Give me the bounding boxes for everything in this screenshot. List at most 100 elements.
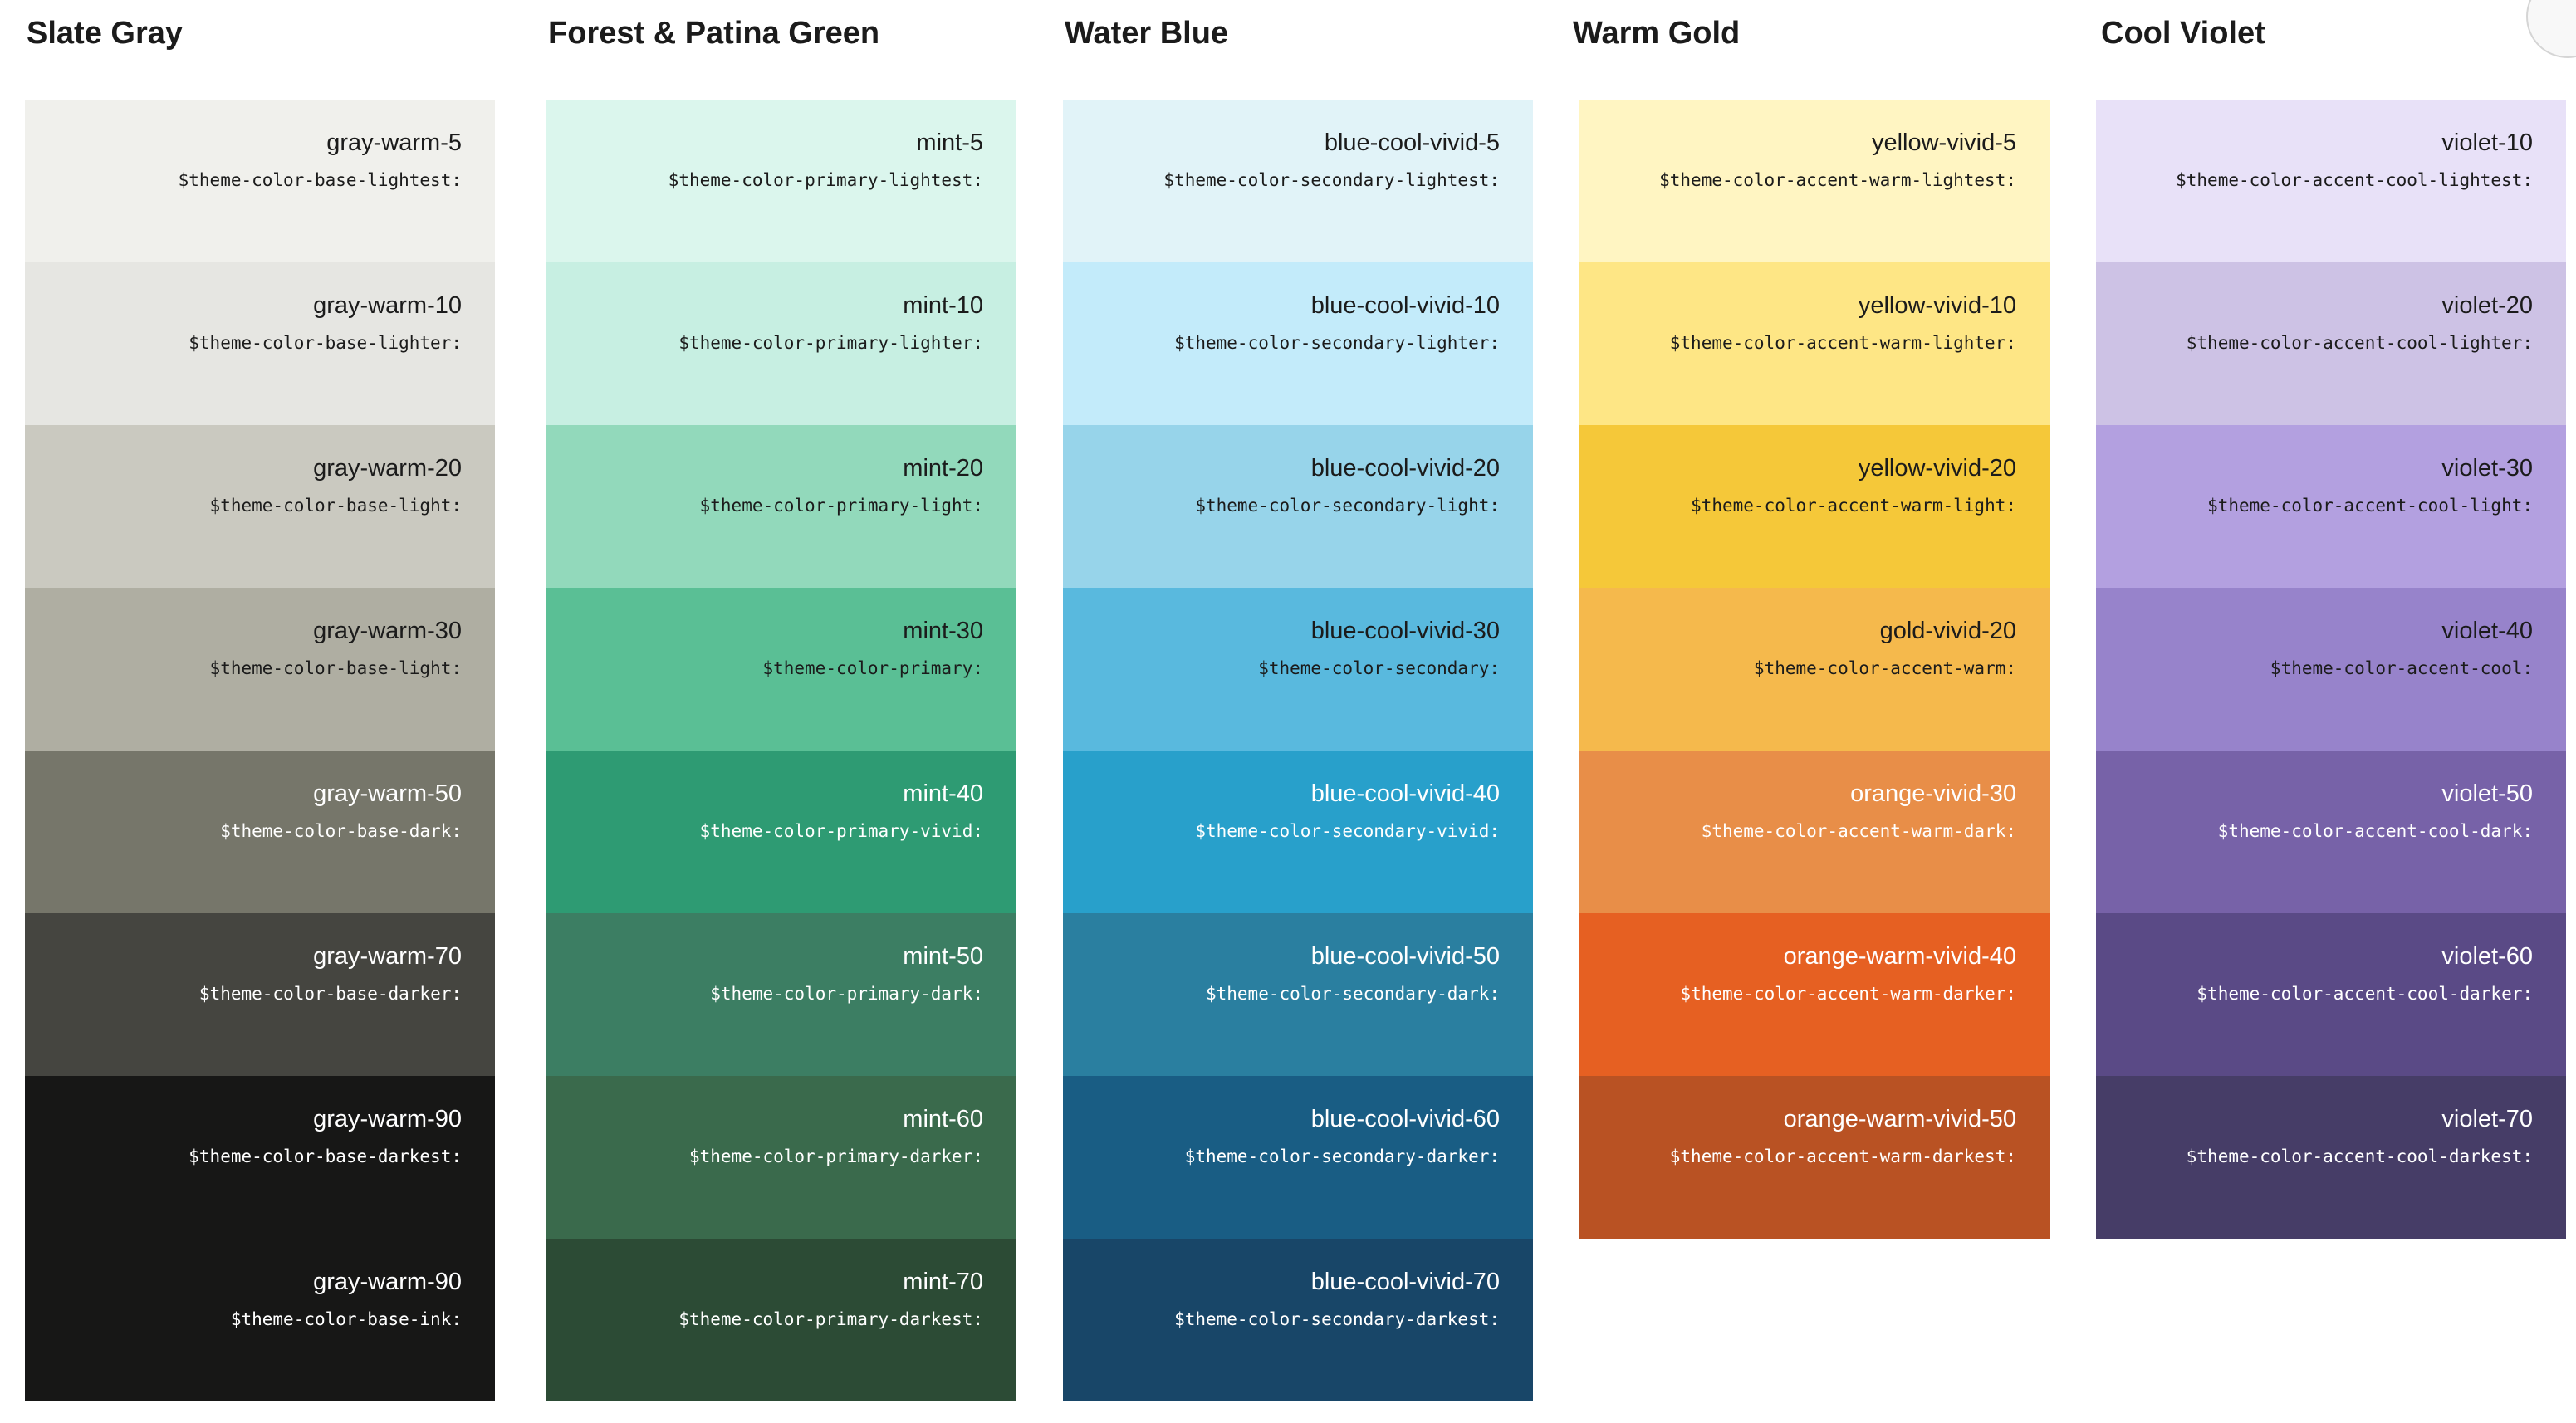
color-swatch: mint-30 $theme-color-primary: [546,588,1016,751]
swatch-list: violet-10 $theme-color-accent-cool-lighte… [2096,100,2566,1239]
swatch-theme-token: $theme-color-base-light: [209,496,462,516]
color-swatch: blue-cool-vivid-50 $theme-color-secondary… [1063,913,1533,1076]
swatch-theme-token: $theme-color-base-darker: [198,984,462,1004]
color-swatch: gold-vivid-20 $theme-color-accent-warm: [1579,588,2050,751]
swatch-list: blue-cool-vivid-5 $theme-color-secondary-… [1063,100,1533,1401]
color-swatch: orange-vivid-30 $theme-color-accent-warm-… [1579,751,2050,913]
palette-title: Forest & Patina Green [548,16,880,51]
swatch-color-name: orange-warm-vivid-50 [1783,1106,2016,1132]
swatch-theme-token: $theme-color-secondary-darker: [1184,1147,1500,1166]
swatch-theme-token: $theme-color-base-dark: [220,821,462,841]
swatch-color-name: gray-warm-10 [313,292,462,319]
swatch-color-name: blue-cool-vivid-10 [1310,292,1500,319]
swatch-color-name: gray-warm-50 [313,780,462,807]
swatch-color-name: mint-5 [916,130,983,156]
swatch-theme-token: $theme-color-accent-cool-lightest: [2176,170,2533,190]
color-swatch: violet-20 $theme-color-accent-cool-lighte… [2096,262,2566,425]
swatch-color-name: mint-20 [903,455,983,482]
swatch-color-name: violet-30 [2441,455,2533,482]
color-swatch: gray-warm-20 $theme-color-base-light: [25,425,495,588]
swatch-color-name: mint-10 [903,292,983,319]
swatch-color-name: mint-60 [903,1106,983,1132]
swatch-theme-token: $theme-color-secondary-light: [1195,496,1500,516]
swatch-theme-token: $theme-color-primary-vivid: [699,821,983,841]
swatch-theme-token: $theme-color-accent-cool-dark: [2217,821,2533,841]
swatch-theme-token: $theme-color-base-lighter: [189,333,462,353]
swatch-color-name: violet-50 [2441,780,2533,807]
swatch-color-name: blue-cool-vivid-20 [1310,455,1500,482]
swatch-theme-token: $theme-color-secondary-lightest: [1163,170,1500,190]
palette-title: Cool Violet [2101,16,2265,51]
color-swatch: yellow-vivid-10 $theme-color-accent-warm-… [1579,262,2050,425]
color-swatch: gray-warm-10 $theme-color-base-lighter: [25,262,495,425]
color-swatch: mint-10 $theme-color-primary-lighter: [546,262,1016,425]
swatch-color-name: gray-warm-20 [313,455,462,482]
color-swatch: mint-60 $theme-color-primary-darker: [546,1076,1016,1239]
color-swatch: orange-warm-vivid-40 $theme-color-accent-… [1579,913,2050,1076]
swatch-color-name: gold-vivid-20 [1879,618,2016,644]
swatch-list: yellow-vivid-5 $theme-color-accent-warm-l… [1579,100,2050,1239]
color-swatch: mint-40 $theme-color-primary-vivid: [546,751,1016,913]
color-swatch: violet-70 $theme-color-accent-cool-darkes… [2096,1076,2566,1239]
color-swatch: blue-cool-vivid-40 $theme-color-secondary… [1063,751,1533,913]
swatch-theme-token: $theme-color-base-light: [209,658,462,678]
swatch-theme-token: $theme-color-primary-lighter: [678,333,983,353]
color-swatch: gray-warm-30 $theme-color-base-light: [25,588,495,751]
swatch-color-name: gray-warm-90 [313,1269,462,1295]
swatch-theme-token: $theme-color-accent-cool-lighter: [2186,333,2533,353]
swatch-theme-token: $theme-color-accent-warm-darkest: [1669,1147,2016,1166]
swatch-color-name: violet-60 [2441,943,2533,970]
swatch-theme-token: $theme-color-accent-warm-lighter: [1669,333,2016,353]
swatch-theme-token: $theme-color-accent-warm-light: [1691,496,2016,516]
color-swatch: violet-10 $theme-color-accent-cool-lighte… [2096,100,2566,262]
swatch-theme-token: $theme-color-secondary-lighter: [1174,333,1500,353]
color-swatch: gray-warm-90 $theme-color-base-darkest: [25,1076,495,1239]
palette-title: Water Blue [1065,16,1229,51]
swatch-theme-token: $theme-color-accent-warm-dark: [1701,821,2016,841]
color-swatch: mint-5 $theme-color-primary-lightest: [546,100,1016,262]
swatch-color-name: violet-40 [2441,618,2533,644]
swatch-theme-token: $theme-color-primary-darkest: [678,1309,983,1329]
swatch-theme-token: $theme-color-accent-cool-light: [2207,496,2533,516]
color-swatch: orange-warm-vivid-50 $theme-color-accent-… [1579,1076,2050,1239]
color-swatch: blue-cool-vivid-70 $theme-color-secondary… [1063,1239,1533,1401]
swatch-theme-token: $theme-color-accent-cool-darkest: [2186,1147,2533,1166]
window-corner-shape [2526,0,2576,58]
color-swatch: blue-cool-vivid-30 $theme-color-secondary… [1063,588,1533,751]
color-swatch: violet-30 $theme-color-accent-cool-light: [2096,425,2566,588]
swatch-theme-token: $theme-color-accent-warm-darker: [1680,984,2016,1004]
swatch-color-name: mint-30 [903,618,983,644]
swatch-color-name: blue-cool-vivid-70 [1310,1269,1500,1295]
swatch-theme-token: $theme-color-primary: [762,658,983,678]
swatch-color-name: orange-warm-vivid-40 [1783,943,2016,970]
color-swatch: blue-cool-vivid-10 $theme-color-secondary… [1063,262,1533,425]
swatch-theme-token: $theme-color-accent-cool-darker: [2196,984,2533,1004]
swatch-theme-token: $theme-color-secondary-vivid: [1195,821,1500,841]
swatch-color-name: gray-warm-90 [313,1106,462,1132]
color-swatch: violet-40 $theme-color-accent-cool: [2096,588,2566,751]
swatch-color-name: blue-cool-vivid-5 [1324,130,1500,156]
swatch-color-name: orange-vivid-30 [1850,780,2016,807]
color-swatch: blue-cool-vivid-60 $theme-color-secondary… [1063,1076,1533,1239]
palette-title: Slate Gray [27,16,183,51]
swatch-color-name: violet-70 [2441,1106,2533,1132]
swatch-color-name: yellow-vivid-20 [1858,455,2016,482]
swatch-color-name: yellow-vivid-5 [1871,130,2016,156]
swatch-theme-token: $theme-color-primary-lightest: [668,170,983,190]
swatch-color-name: mint-40 [903,780,983,807]
swatch-color-name: blue-cool-vivid-30 [1310,618,1500,644]
swatch-color-name: yellow-vivid-10 [1858,292,2016,319]
color-swatch: gray-warm-90 $theme-color-base-ink: [25,1239,495,1401]
swatch-color-name: gray-warm-5 [326,130,462,156]
color-swatch: gray-warm-50 $theme-color-base-dark: [25,751,495,913]
swatch-theme-token: $theme-color-secondary: [1258,658,1500,678]
swatch-theme-token: $theme-color-base-darkest: [189,1147,462,1166]
palette-title: Warm Gold [1573,16,1741,51]
swatch-color-name: mint-50 [903,943,983,970]
swatch-color-name: violet-20 [2441,292,2533,319]
swatch-theme-token: $theme-color-primary-dark: [710,984,983,1004]
color-swatch: mint-70 $theme-color-primary-darkest: [546,1239,1016,1401]
color-swatch: violet-50 $theme-color-accent-cool-dark: [2096,751,2566,913]
color-swatch: yellow-vivid-20 $theme-color-accent-warm-… [1579,425,2050,588]
